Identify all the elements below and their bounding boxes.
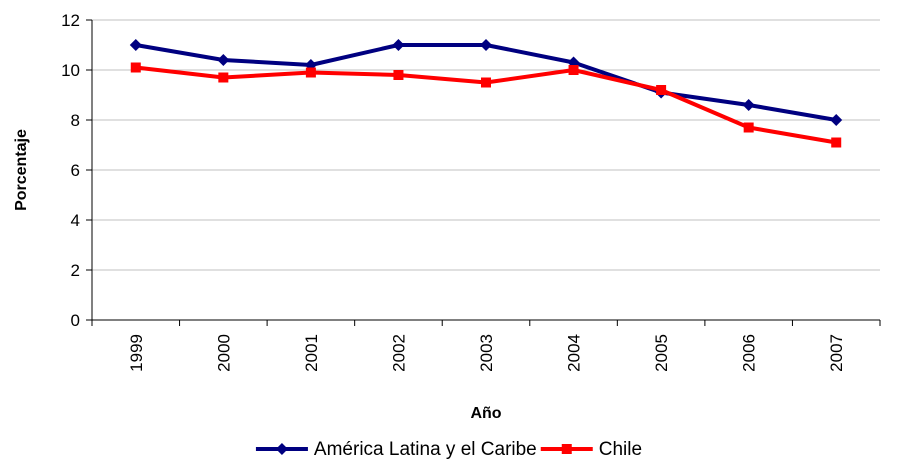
x-tick-label: 2007 (827, 334, 846, 372)
x-tick-label: 2005 (652, 334, 671, 372)
series-2 (130, 62, 842, 148)
data-point-marker (217, 54, 230, 66)
x-tick-label: 2002 (389, 334, 408, 372)
legend-label: Chile (599, 439, 642, 460)
data-point-marker (568, 65, 579, 75)
data-point-marker (393, 70, 404, 80)
data-point-marker (831, 137, 842, 148)
data-point-marker (130, 62, 141, 73)
y-tick-label: 6 (71, 161, 80, 180)
y-axis-title: Porcentaje (13, 129, 30, 211)
x-tick-label: 2001 (302, 334, 321, 372)
data-point-marker (830, 114, 843, 126)
y-tick-label: 12 (61, 11, 80, 30)
legend-label: América Latina y el Caribe (314, 439, 537, 460)
legend-marker (561, 444, 572, 454)
data-series (129, 39, 843, 148)
y-tick-label: 0 (71, 311, 80, 330)
legend: América Latina y el Caribe Chile (255, 439, 642, 460)
x-tick-label: 2004 (565, 334, 584, 372)
data-point-marker (129, 39, 142, 51)
x-tick-label: 2006 (740, 334, 759, 372)
data-point-marker (392, 39, 405, 51)
legend-item: Chile (540, 439, 642, 460)
gridlines (92, 19, 880, 271)
y-tick-label: 2 (71, 261, 80, 280)
data-point-marker (656, 85, 667, 95)
data-point-marker (742, 99, 755, 111)
x-tick-label: 2003 (477, 334, 496, 372)
x-tick-label: 1999 (127, 334, 146, 372)
y-tick-label: 4 (71, 211, 80, 230)
y-axis-ticks: 0 2 4 6 8 10 12 (61, 11, 92, 330)
y-tick-label: 8 (71, 111, 80, 130)
data-point-marker (481, 77, 491, 88)
x-tick-label: 2000 (214, 334, 233, 372)
data-point-marker (743, 122, 754, 133)
data-point-marker (305, 67, 316, 78)
data-point-marker (218, 72, 229, 83)
legend-item: América Latina y el Caribe (255, 439, 537, 460)
x-axis-ticks: 1999 2000 2001 2002 2003 2004 2005 2006 2007 (91, 320, 881, 372)
x-axis-title: Año (470, 405, 501, 422)
legend-marker (275, 443, 288, 455)
data-point-marker (480, 39, 492, 51)
y-tick-label: 10 (61, 61, 80, 80)
